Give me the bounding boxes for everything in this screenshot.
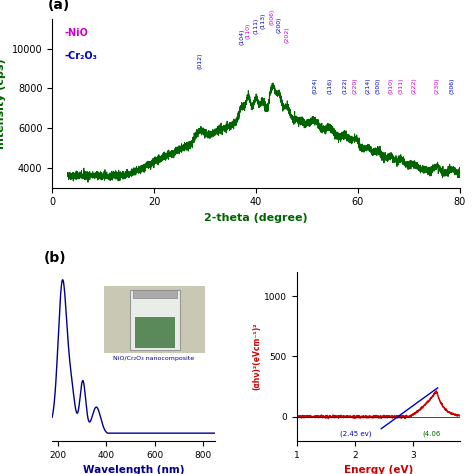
Text: -NiO: -NiO — [64, 28, 88, 38]
Text: (c): (c) — [473, 251, 474, 265]
Text: (202): (202) — [284, 26, 289, 43]
Text: (2.45 ev): (2.45 ev) — [340, 431, 372, 438]
Y-axis label: (αhν)²(eVcm⁻¹)²: (αhν)²(eVcm⁻¹)² — [252, 323, 261, 390]
Text: (111): (111) — [254, 18, 258, 34]
Text: (113): (113) — [260, 12, 265, 29]
Text: (4.06: (4.06 — [422, 431, 440, 438]
Text: -Cr₂O₃: -Cr₂O₃ — [64, 52, 97, 62]
Text: (010): (010) — [389, 78, 393, 94]
Text: (a): (a) — [48, 0, 70, 12]
Text: (104): (104) — [239, 28, 244, 45]
Text: (311): (311) — [399, 78, 404, 94]
Text: (012): (012) — [197, 52, 202, 69]
Text: (222): (222) — [411, 78, 417, 94]
Text: (024): (024) — [312, 78, 317, 94]
X-axis label: Energy (eV): Energy (eV) — [344, 465, 413, 474]
Text: NiO/Cr₂O₃ nanocomposite: NiO/Cr₂O₃ nanocomposite — [113, 356, 194, 362]
Text: (122): (122) — [343, 78, 347, 94]
Text: (220): (220) — [353, 78, 358, 94]
X-axis label: Wavelength (nm): Wavelength (nm) — [83, 465, 184, 474]
Text: (200): (200) — [276, 17, 282, 33]
X-axis label: 2-theta (degree): 2-theta (degree) — [204, 213, 308, 223]
Text: (214): (214) — [365, 78, 371, 94]
Text: (b): (b) — [44, 251, 67, 265]
Text: (006): (006) — [270, 9, 275, 25]
Text: (110): (110) — [246, 22, 251, 39]
Text: (300): (300) — [376, 78, 381, 94]
Text: (306): (306) — [450, 78, 455, 94]
Text: (230): (230) — [434, 78, 439, 94]
Text: (116): (116) — [328, 78, 332, 94]
Y-axis label: Intensity (cps): Intensity (cps) — [0, 58, 6, 149]
